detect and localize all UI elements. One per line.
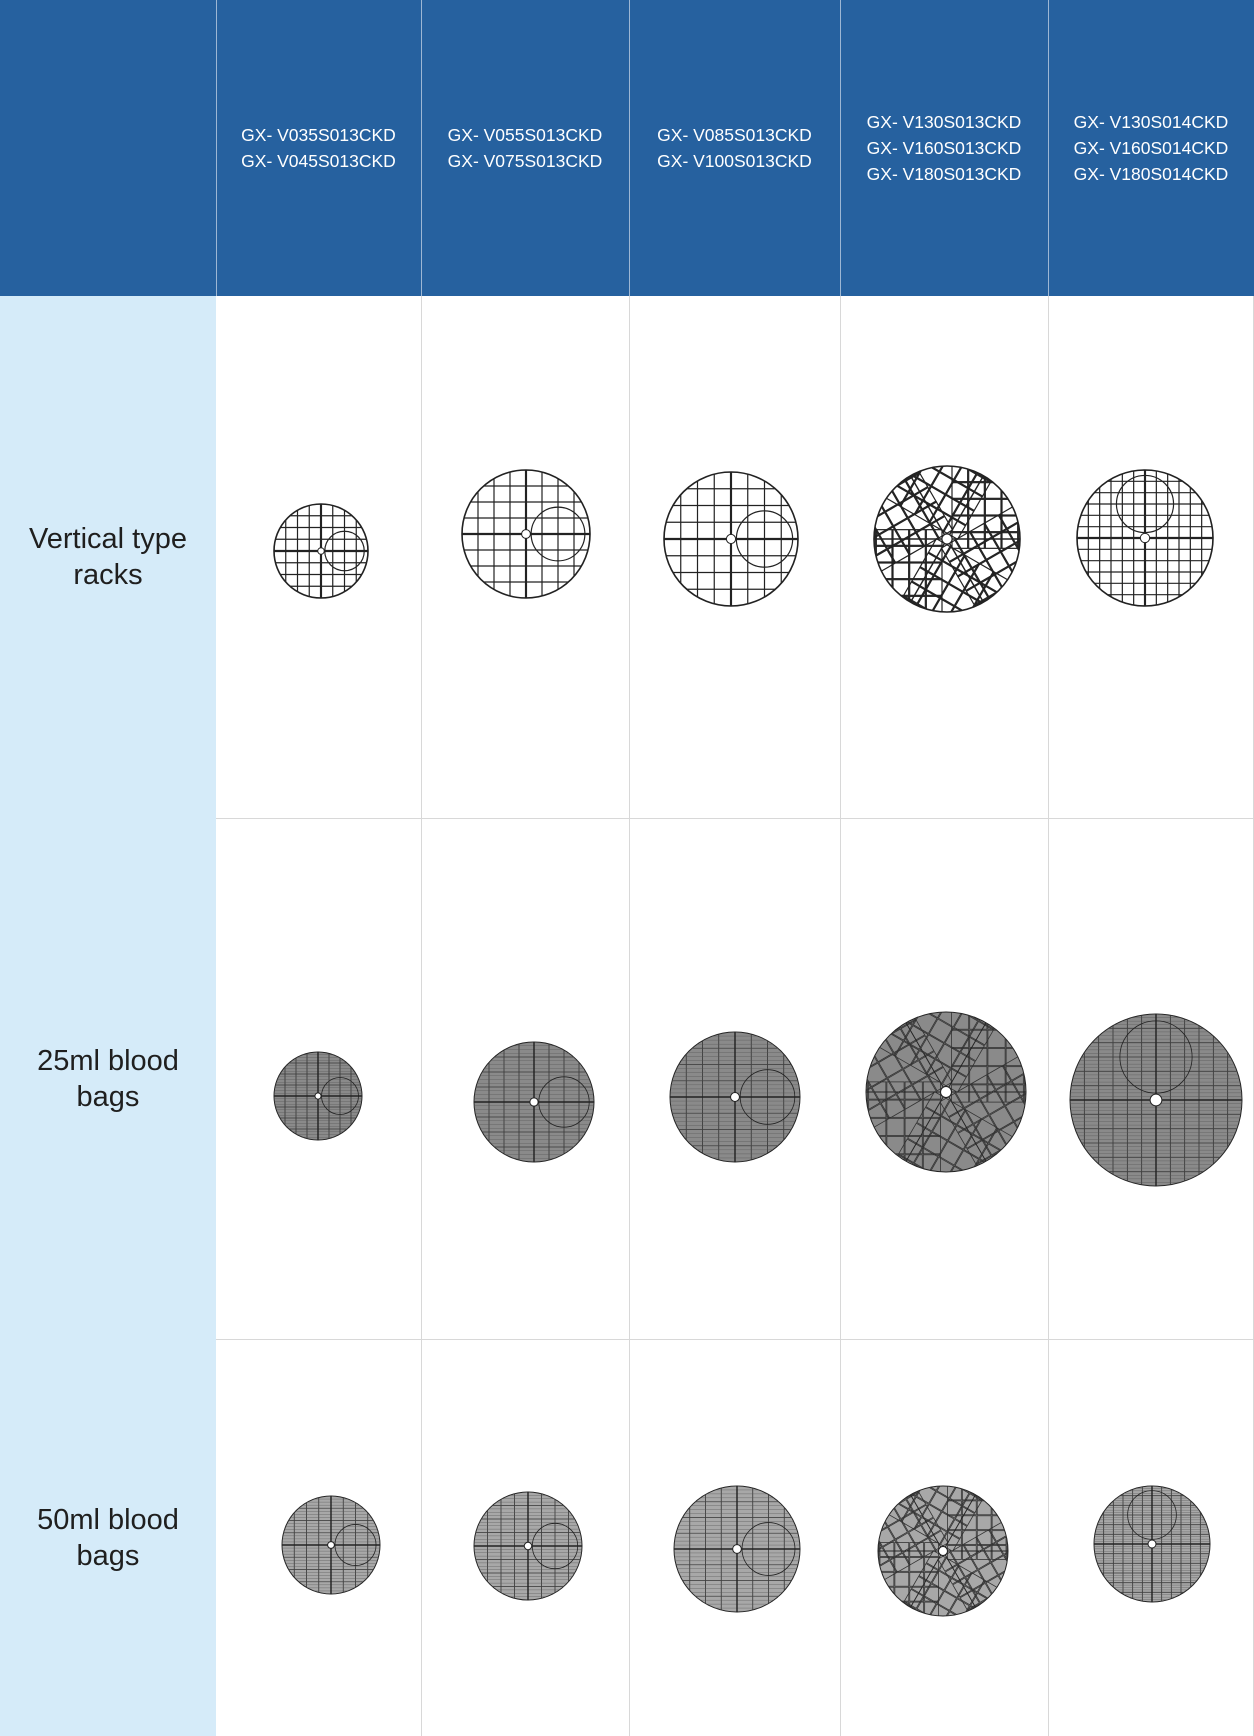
model-name: GX- V130S013CKD xyxy=(866,112,1022,132)
header-corner xyxy=(0,0,216,296)
rack-diagram-r1-c4 xyxy=(873,465,1021,613)
model-name: GX- V075S013CKD xyxy=(447,151,603,171)
bag-diagram-50ml-c5 xyxy=(1093,1485,1211,1603)
bag-diagram-50ml-c2 xyxy=(473,1491,583,1601)
header-col-4: GX- V130S013CKD GX- V160S013CKD GX- V180… xyxy=(840,0,1048,296)
bag-diagram-50ml-c1 xyxy=(281,1495,381,1595)
model-name: GX- V100S013CKD xyxy=(657,151,812,171)
header-col-2: GX- V055S013CKD GX- V075S013CKD xyxy=(421,0,629,296)
row-label-50ml-blood-bags: 50ml blood bags xyxy=(0,1339,216,1736)
bag-diagram-25ml-c3 xyxy=(669,1031,801,1163)
rack-diagram-r1-c1 xyxy=(273,503,369,599)
row-label-25ml-blood-bags: 25ml blood bags xyxy=(0,818,216,1339)
model-name: GX- V045S013CKD xyxy=(241,151,396,171)
model-name: GX- V180S014CKD xyxy=(1073,164,1229,184)
model-name: GX- V085S013CKD xyxy=(657,125,812,145)
bag-diagram-25ml-c2 xyxy=(473,1041,595,1163)
bag-diagram-25ml-c4 xyxy=(865,1011,1027,1173)
model-name: GX- V160S013CKD xyxy=(866,138,1022,158)
bag-diagram-25ml-c5 xyxy=(1069,1013,1243,1187)
model-name: GX- V130S014CKD xyxy=(1073,112,1229,132)
rack-diagram-r1-c3 xyxy=(663,471,799,607)
model-name: GX- V035S013CKD xyxy=(241,125,396,145)
row-label-vertical-racks: Vertical type racks xyxy=(0,296,216,818)
bag-diagram-25ml-c1 xyxy=(273,1051,363,1141)
model-name: GX- V055S013CKD xyxy=(447,125,603,145)
rack-diagram-r1-c5 xyxy=(1076,469,1214,607)
header-col-3: GX- V085S013CKD GX- V100S013CKD xyxy=(629,0,840,296)
bag-diagram-50ml-c4 xyxy=(877,1485,1009,1617)
header-col-1: GX- V035S013CKD GX- V045S013CKD xyxy=(216,0,421,296)
model-name: GX- V180S013CKD xyxy=(866,164,1022,184)
rack-diagram-r1-c2 xyxy=(461,469,591,599)
model-name: GX- V160S014CKD xyxy=(1073,138,1229,158)
header-col-5: GX- V130S014CKD GX- V160S014CKD GX- V180… xyxy=(1048,0,1254,296)
bag-diagram-50ml-c3 xyxy=(673,1485,801,1613)
